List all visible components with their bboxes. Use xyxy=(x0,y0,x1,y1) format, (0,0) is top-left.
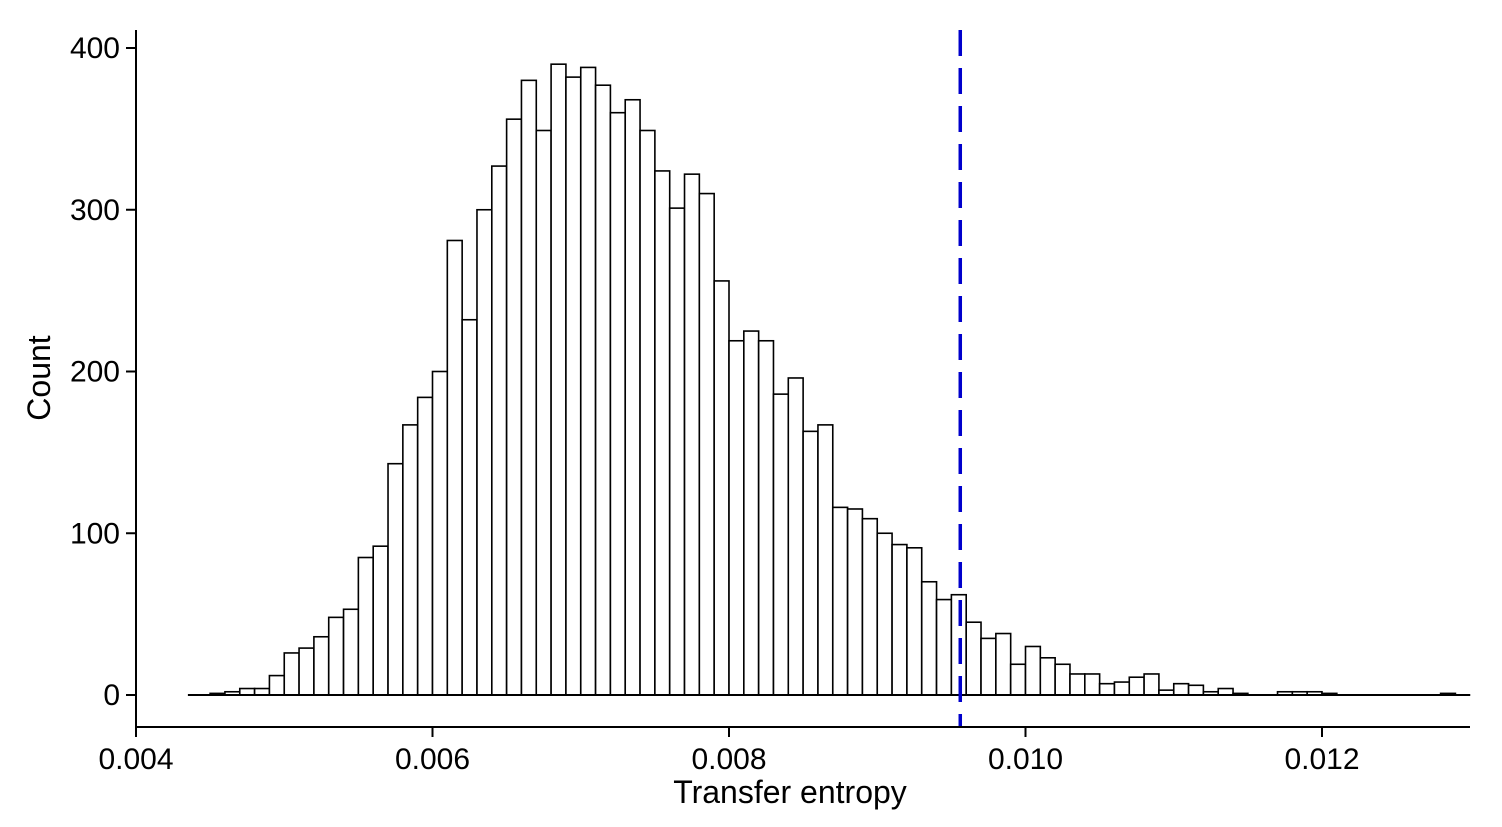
histogram-bar xyxy=(698,192,715,696)
histogram-bar xyxy=(935,598,953,696)
histogram-bar xyxy=(1069,673,1086,696)
histogram-bar xyxy=(743,330,760,696)
y-tick-label: 400 xyxy=(70,32,120,65)
histogram-bar xyxy=(490,165,508,696)
histogram-bar xyxy=(446,239,463,696)
histogram-bar xyxy=(1039,656,1056,696)
histogram-bar xyxy=(846,508,864,696)
histogram-bar xyxy=(772,393,790,696)
histogram-bar xyxy=(372,545,389,696)
histogram-bar xyxy=(298,647,315,696)
y-tick-label: 0 xyxy=(103,679,120,712)
histogram-bar xyxy=(1009,663,1027,696)
histogram-bar xyxy=(787,377,804,696)
histogram-bar xyxy=(1054,663,1071,696)
y-axis-title: Count xyxy=(21,335,57,421)
histogram-bar xyxy=(609,111,627,696)
histogram-bar xyxy=(565,76,582,696)
histogram-bar xyxy=(861,517,879,696)
histogram-bar xyxy=(461,318,478,696)
x-axis-title: Transfer entropy xyxy=(673,774,907,810)
histogram-bar xyxy=(906,547,923,696)
x-tick-label: 0.010 xyxy=(988,743,1063,776)
x-tick-label: 0.004 xyxy=(98,743,173,776)
histogram-bar xyxy=(550,63,567,696)
histogram-bar xyxy=(654,170,671,696)
y-tick-label: 200 xyxy=(70,356,120,389)
histogram-bar xyxy=(831,506,849,696)
x-ticks: 0.004 0.006 0.008 0.010 0.012 xyxy=(98,727,1360,776)
histogram-bar xyxy=(995,632,1012,696)
histogram-bar xyxy=(1143,673,1160,696)
histogram-bar xyxy=(624,98,641,696)
histogram-bar xyxy=(313,635,330,696)
histogram-bar xyxy=(1098,682,1116,696)
histogram-bar xyxy=(1113,681,1131,696)
histogram-bar xyxy=(594,84,612,696)
histogram-bar xyxy=(268,674,286,696)
histogram-bar xyxy=(757,339,775,696)
histogram-bar xyxy=(1084,673,1101,696)
histogram-bar xyxy=(476,208,493,696)
histogram-bar xyxy=(802,430,819,696)
histogram-bar xyxy=(416,396,434,696)
x-tick-label: 0.008 xyxy=(691,743,766,776)
histogram-bar xyxy=(1024,645,1042,696)
histogram-bar xyxy=(387,462,404,696)
histogram-bar xyxy=(728,339,745,696)
histogram-bar xyxy=(283,652,300,696)
histogram-bar xyxy=(431,370,449,696)
x-tick-label: 0.006 xyxy=(395,743,470,776)
histogram-bar xyxy=(535,129,552,696)
histogram-bar xyxy=(891,543,908,696)
histogram-bar xyxy=(520,79,538,696)
histogram-bar xyxy=(342,608,360,696)
histogram-bar xyxy=(639,129,656,696)
histogram-bar xyxy=(965,621,982,696)
y-tick-label: 300 xyxy=(70,194,120,227)
histogram-bar xyxy=(327,616,345,696)
histogram-bar xyxy=(1187,684,1205,696)
histogram-bar xyxy=(920,580,938,696)
histogram-bar xyxy=(1128,676,1145,696)
histogram-bar xyxy=(683,173,701,696)
histogram-bar xyxy=(980,637,997,696)
histogram-bar xyxy=(357,556,374,696)
histogram-bar xyxy=(876,532,893,696)
y-ticks: 0 100 200 300 400 xyxy=(70,32,136,712)
histogram-bar xyxy=(817,424,834,696)
histogram-bars xyxy=(209,63,1457,696)
histogram-bar xyxy=(505,118,523,696)
histogram-bar xyxy=(1172,682,1190,696)
histogram-bar xyxy=(713,280,730,696)
histogram-bar xyxy=(402,424,419,696)
histogram-bar xyxy=(668,207,686,696)
histogram-bar xyxy=(579,66,597,696)
y-tick-label: 100 xyxy=(70,517,120,550)
x-tick-label: 0.012 xyxy=(1284,743,1359,776)
